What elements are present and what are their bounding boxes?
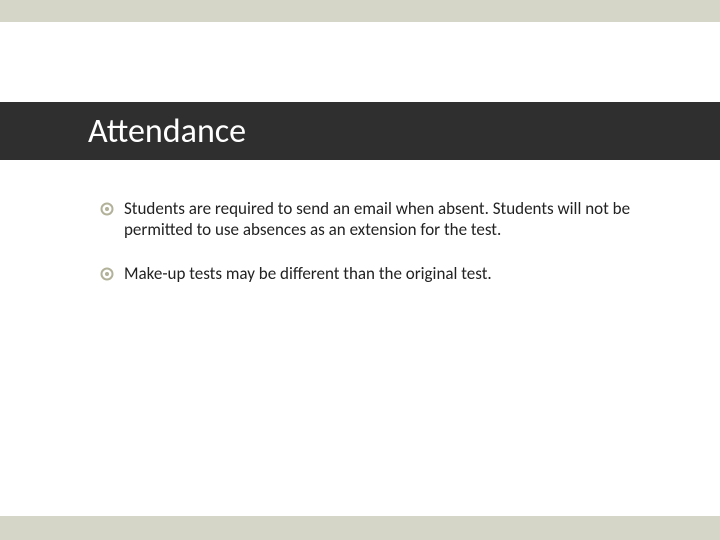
title-band: Attendance — [0, 102, 720, 160]
list-item: Make-up tests may be different than the … — [100, 263, 648, 286]
list-item: Students are required to send an email w… — [100, 198, 648, 241]
bullet-icon — [100, 265, 114, 286]
bottom-accent-bar — [0, 516, 720, 540]
top-accent-bar — [0, 0, 720, 22]
bullet-text: Make-up tests may be different than the … — [124, 263, 492, 284]
bullet-icon — [100, 200, 114, 221]
slide-title: Attendance — [0, 111, 246, 152]
bullet-text: Students are required to send an email w… — [124, 198, 648, 241]
bullet-list: Students are required to send an email w… — [100, 198, 648, 308]
